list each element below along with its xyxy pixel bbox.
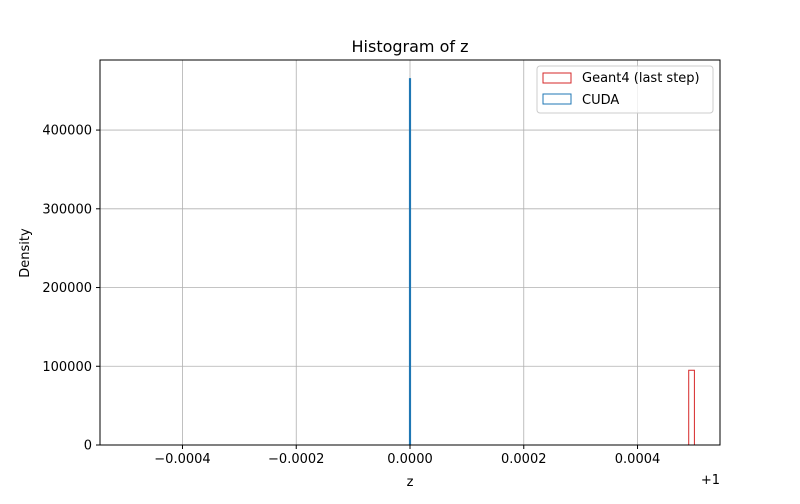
legend-swatch-cuda <box>542 93 572 105</box>
x-tick-label: 0.0004 <box>615 452 661 467</box>
legend-swatch-geant4 <box>542 72 572 84</box>
histogram-cuda <box>408 78 412 445</box>
x-axis-offset-label: +1 <box>701 473 720 488</box>
axis-ticks: −0.0004 −0.0002 0.0000 0.0002 0.0004 0 100000 2… <box>42 124 660 467</box>
x-tick-label: 0.0002 <box>501 452 547 467</box>
y-tick-label: 300000 <box>42 202 92 217</box>
chart-title: Histogram of z <box>352 37 469 56</box>
x-tick-label: −0.0002 <box>268 452 324 467</box>
y-tick-label: 0 <box>84 439 92 454</box>
y-axis-label: Density <box>18 228 33 278</box>
x-axis-label: z <box>407 475 414 490</box>
legend-box <box>536 65 714 114</box>
legend: Geant4 (last step) CUDA <box>536 65 714 114</box>
x-tick-label: 0.0000 <box>387 452 433 467</box>
legend-label-cuda: CUDA <box>582 93 619 108</box>
y-tick-label: 200000 <box>42 281 92 296</box>
y-tick-label: 400000 <box>42 124 92 139</box>
x-tick-label: −0.0004 <box>154 452 210 467</box>
y-tick-label: 100000 <box>42 360 92 375</box>
legend-label-geant4: Geant4 (last step) <box>582 71 700 86</box>
